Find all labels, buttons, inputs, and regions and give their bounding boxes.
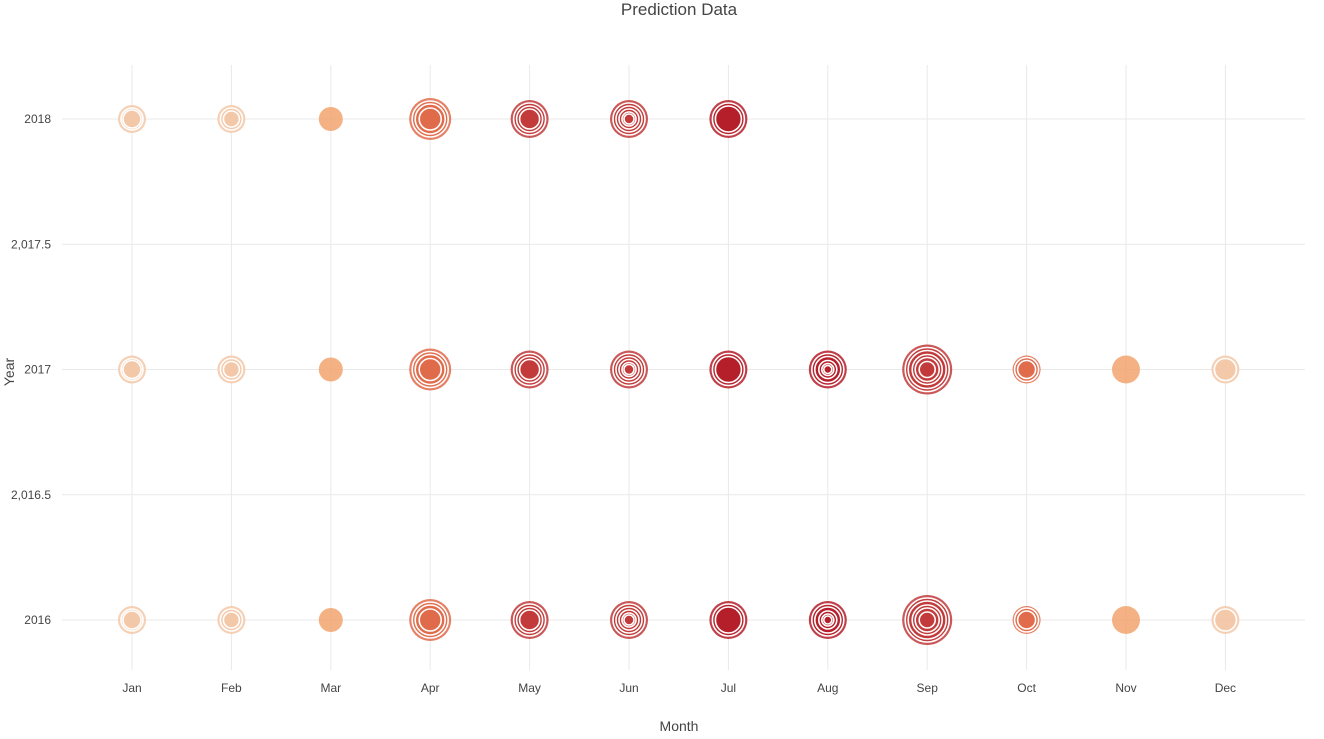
bubble-ring [518,358,541,381]
bubble-ring [714,355,743,384]
bubble-ring [623,614,635,626]
y-tick-label: 2,016.5 [11,488,51,502]
bubble-ring [518,609,541,631]
bubble-point [510,350,549,389]
x-tick-label: Jun [619,681,638,695]
y-tick-label: 2,017.5 [11,237,51,251]
bubble-point [709,100,748,138]
bubble-ring [222,360,241,379]
bubble-ring [822,615,833,625]
bubble-point [1012,606,1041,634]
x-axis-title: Month [660,718,699,734]
bubble-ring [418,107,443,131]
bubble-point [409,98,452,140]
bubble-point [217,355,246,384]
bubble-ring [518,108,541,130]
bubble-ring [623,113,635,125]
bubble-point [1012,355,1041,384]
bubble-ring [918,611,937,629]
bubble-ring [418,608,443,632]
x-tick-label: Sep [917,681,939,695]
bubble-ring [122,359,142,380]
bubble-ring [1016,359,1037,380]
x-tick-label: Oct [1017,681,1036,695]
bubble-point [318,107,343,131]
bubble-point [318,608,343,632]
chart-title: Prediction Data [621,0,738,19]
y-tick-label: 2017 [24,363,51,377]
bubble-point [217,606,246,634]
bubble-ring [822,364,833,375]
y-axis-title: Year [1,358,17,387]
bubble-ring [1112,355,1140,384]
bubble-ring [918,360,937,379]
y-tick-label: 2016 [24,613,51,627]
bubble-point [510,100,549,138]
bubble-ring [714,105,743,133]
bubble-ring [122,109,142,129]
x-tick-label: Feb [221,681,242,695]
bubble-point [1211,606,1240,634]
bubble-point [610,601,648,639]
x-axis-ticks: Jan Feb Mar Apr May Jun Jul Aug Sep Oct Nov Dec [122,681,1236,695]
bubble-point [1211,355,1240,384]
bubble-point [1112,355,1140,384]
bubble-point [409,599,452,641]
bubble-point [709,350,748,389]
bubble-point [118,355,146,384]
bubble-ring [222,611,241,629]
bubble-ring [623,363,635,376]
bubble-ring [1016,610,1037,630]
bubble-point [409,348,452,391]
bubble-point [118,105,146,133]
bubble-ring [318,107,343,131]
bubble-ring [318,608,343,632]
bubble-ring [1213,357,1238,382]
bubble-point [902,344,953,395]
x-tick-label: May [518,681,541,695]
y-axis-ticks: 2016 2,016.5 2017 2,017.5 2018 [11,112,51,627]
x-tick-label: Mar [320,681,341,695]
bubble-ring [1213,608,1238,632]
bubble-ring [222,110,241,128]
bubble-point [808,350,847,389]
x-tick-label: Apr [421,681,440,695]
x-tick-label: Aug [817,681,838,695]
bubble-point [610,350,648,389]
bubble-point [1112,606,1140,634]
bubble-point [709,601,748,639]
bubble-point [610,100,648,138]
bubble-ring [714,606,743,634]
bubble-ring [418,357,443,382]
bubble-point [902,595,953,645]
x-tick-label: Jul [721,681,736,695]
bubble-point [808,601,847,639]
bubble-point [510,601,549,639]
bubble-layer [118,98,1240,645]
bubble-ring [318,357,343,382]
x-tick-label: Nov [1115,681,1136,695]
bubble-point [217,105,246,133]
bubble-ring [122,610,142,630]
bubble-point [118,606,146,634]
bubble-ring [1112,606,1140,634]
x-tick-label: Jan [122,681,141,695]
y-tick-label: 2018 [24,112,51,126]
bubble-point [318,357,343,382]
x-tick-label: Dec [1215,681,1236,695]
